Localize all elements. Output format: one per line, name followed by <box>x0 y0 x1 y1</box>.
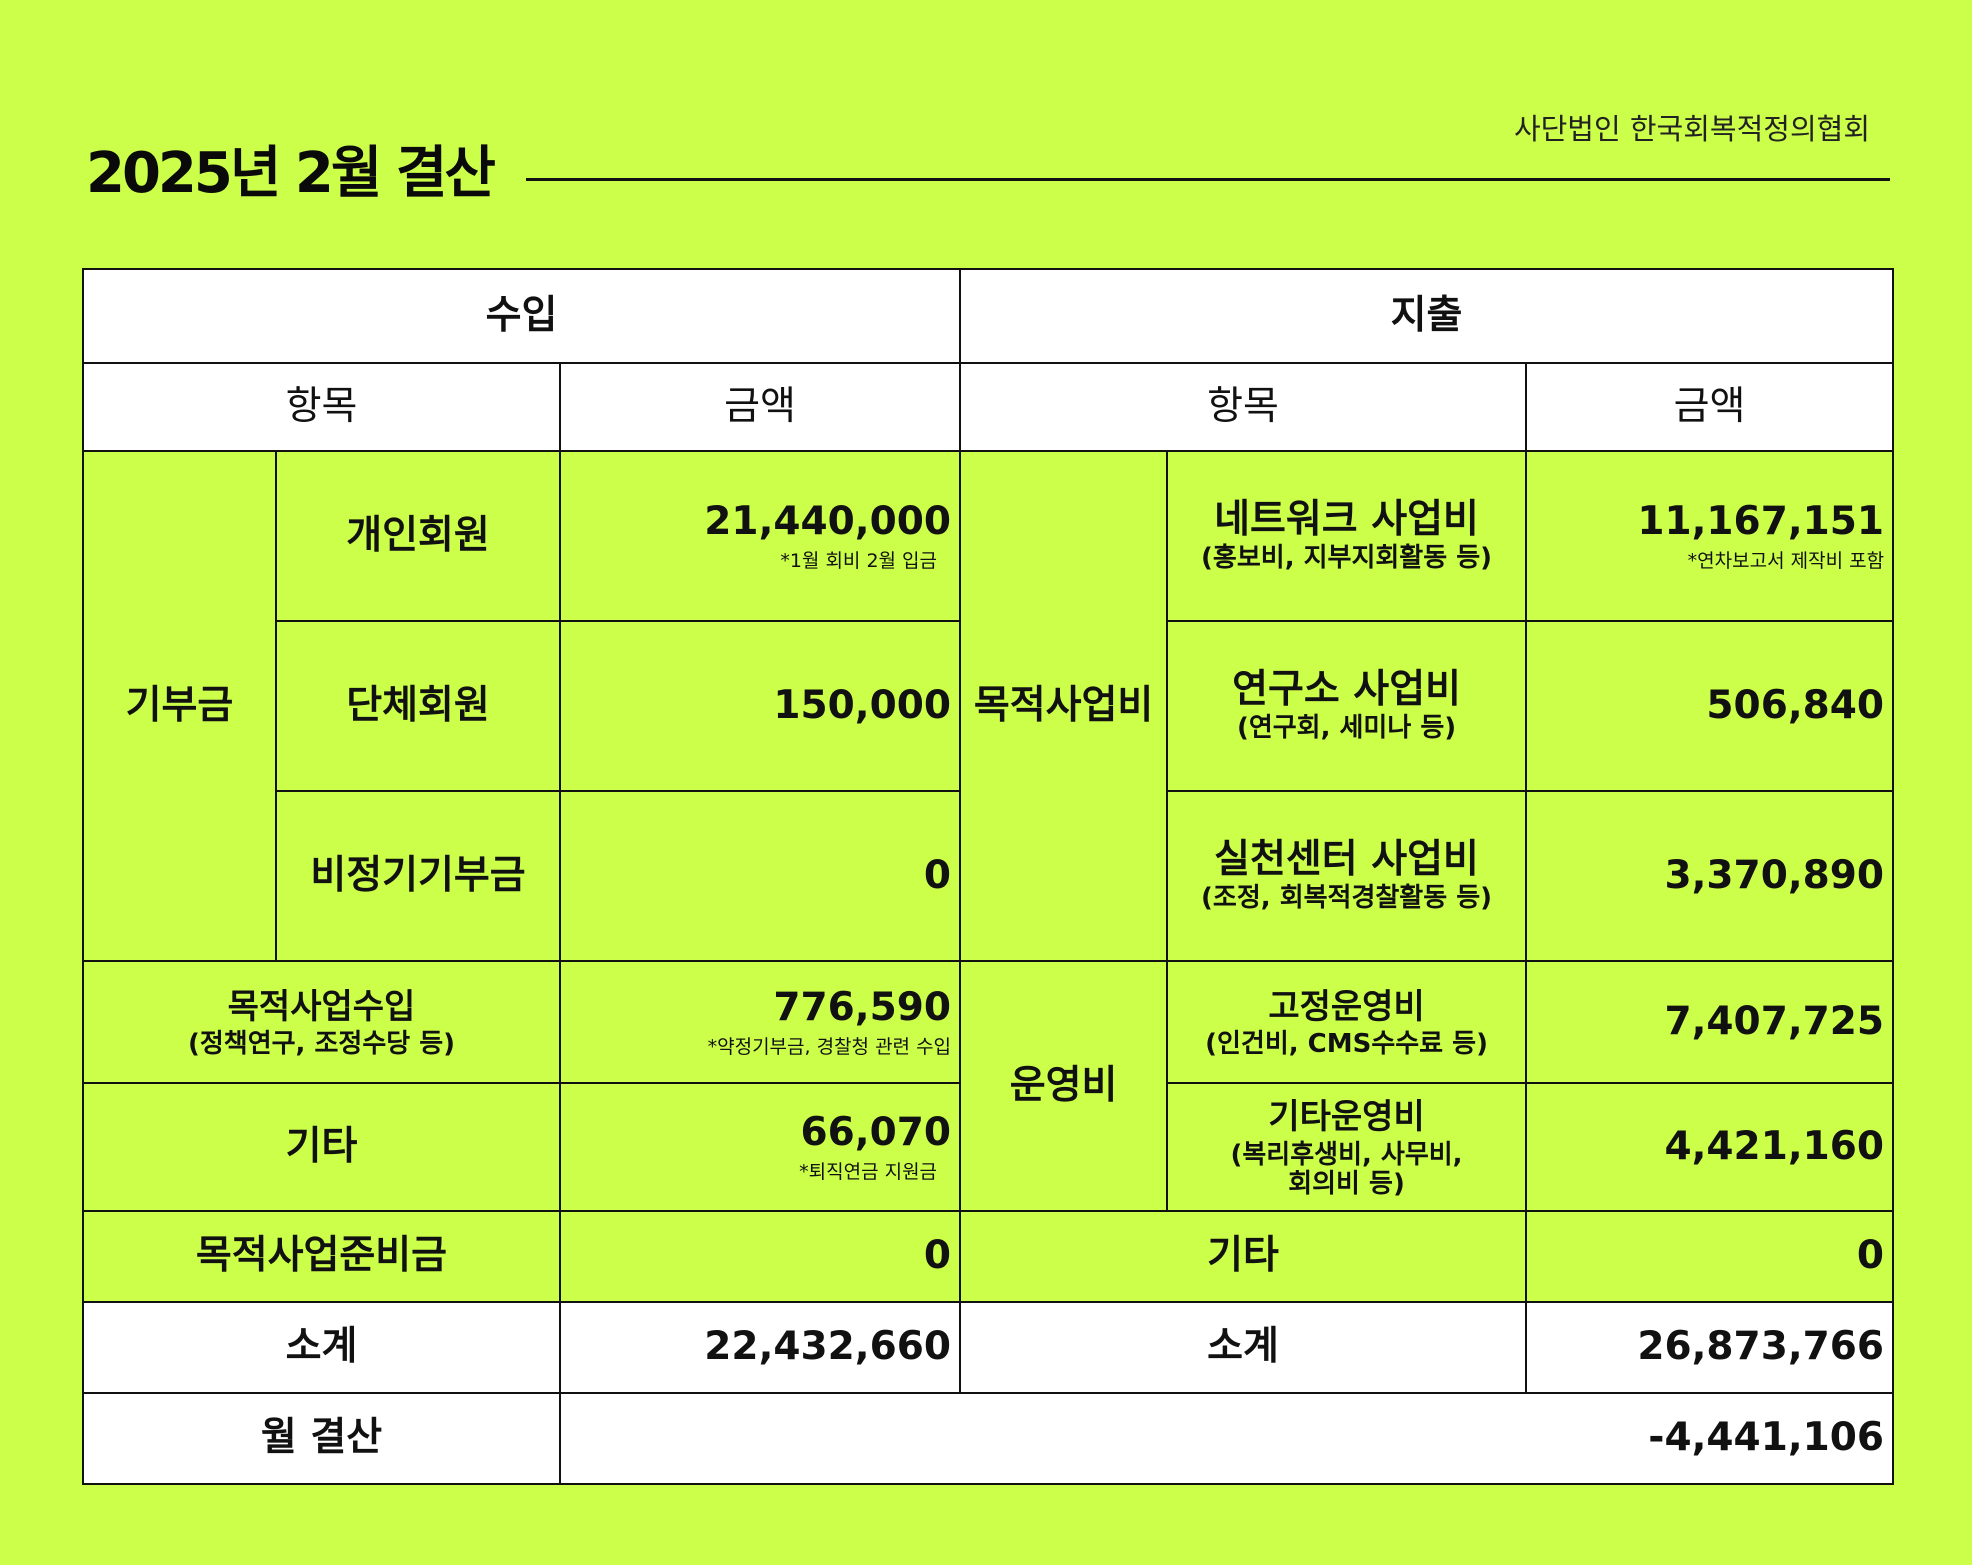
other-operating-amount: 4,421,160 <box>1525 1082 1895 1212</box>
subtotal-row: 소계 22,432,660 소계 26,873,766 <box>82 1301 1895 1394</box>
network-amount: 11,167,151 <box>1637 498 1885 544</box>
settlement-table: 수입 지출 항목 금액 항목 금액 기부금 개인회원 21,440,000 *1… <box>81 268 1895 1485</box>
income-subtotal-label: 소계 <box>82 1301 561 1394</box>
page-title: 2025년 2월 결산 <box>86 141 496 206</box>
personal-member-amount: 21,440,000 <box>704 498 952 544</box>
title-divider <box>526 178 1890 181</box>
personal-member-note: *1월 회비 2월 입금 <box>780 549 938 572</box>
purpose-income-note: *약정기부금, 경찰청 관련 수입 <box>707 1035 952 1058</box>
other-operating-cell: 기타운영비 (복리후생비, 사무비, 회의비 등) <box>1166 1082 1528 1212</box>
expense-subtotal-label: 소계 <box>959 1301 1528 1394</box>
table-row: 목적사업수입 (정책연구, 조정수당 등) 776,590 *약정기부금, 경찰… <box>82 960 1895 1212</box>
donation-group-label: 기부금 <box>82 450 277 962</box>
purpose-business-group-label: 목적사업비 <box>959 450 1169 962</box>
income-other-amount: 66,070 <box>800 1109 952 1155</box>
income-amount-header: 금액 <box>558 362 962 452</box>
purpose-income-cell: 목적사업수입 (정책연구, 조정수당 등) <box>82 960 561 1084</box>
purpose-income-sub: (정책연구, 조정수당 등) <box>187 1029 456 1060</box>
income-header: 수입 <box>81 268 962 364</box>
fixed-operating-cell: 고정운영비 (인건비, CMS수수료 등) <box>1166 960 1528 1084</box>
expense-amount-header: 금액 <box>1525 362 1895 452</box>
fixed-operating-amount: 7,407,725 <box>1525 960 1895 1084</box>
income-item-header: 항목 <box>82 362 561 452</box>
table-row: 목적사업준비금 0 기타 0 <box>82 1210 1895 1303</box>
group-member-amount: 150,000 <box>558 620 962 792</box>
income-other-amount-cell: 66,070 *퇴직연금 지원금 <box>558 1082 962 1212</box>
irregular-donation-amount: 0 <box>558 790 962 962</box>
other-operating-label: 기타운영비 <box>1268 1096 1425 1137</box>
purpose-income-amount: 776,590 <box>773 984 952 1030</box>
column-header-row: 항목 금액 항목 금액 <box>82 362 1895 452</box>
expense-other-label: 기타 <box>959 1210 1528 1303</box>
irregular-donation-label: 비정기기부금 <box>275 790 561 962</box>
purpose-income-amount-cell: 776,590 *약정기부금, 경찰청 관련 수입 <box>558 960 962 1084</box>
network-note: *연차보고서 제작비 포함 <box>1687 549 1885 572</box>
other-operating-sub1: (복리후생비, 사무비, <box>1230 1139 1463 1170</box>
monthly-settlement-amount: -4,441,106 <box>558 1392 1895 1485</box>
fixed-operating-sub: (인건비, CMS수수료 등) <box>1205 1029 1488 1060</box>
reserve-amount: 0 <box>558 1210 962 1303</box>
institute-sub: (연구회, 세미나 등) <box>1236 713 1457 744</box>
expense-subtotal-amount: 26,873,766 <box>1525 1301 1895 1394</box>
income-other-label: 기타 <box>82 1082 561 1212</box>
income-other-note: *퇴직연금 지원금 <box>799 1160 938 1183</box>
group-member-label: 단체회원 <box>275 620 561 792</box>
personal-member-label: 개인회원 <box>275 450 561 622</box>
organization-name: 사단법인 한국회복적정의협회 <box>1513 112 1870 146</box>
other-operating-sub2: 회의비 등) <box>1288 1169 1405 1200</box>
monthly-row: 월 결산 -4,441,106 <box>82 1392 1895 1485</box>
table-row: 단체회원 150,000 연구소 사업비 (연구회, 세미나 등) 506,84… <box>83 620 1895 792</box>
network-sub: (홍보비, 지부지회활동 등) <box>1201 543 1492 574</box>
practice-center-sub: (조정, 회복적경찰활동 등) <box>1201 883 1492 914</box>
table-row: 기타 66,070 *퇴직연금 지원금 기타운영비 (복리후생비, 사무비, 회… <box>82 1082 1895 1212</box>
practice-center-label: 실천센터 사업비 <box>1214 836 1479 882</box>
table-row: 비정기기부금 0 실천센터 사업비 (조정, 회복적경찰활동 등) 3,370,… <box>83 790 1895 962</box>
operating-group-label: 운영비 <box>959 960 1169 1212</box>
expense-item-header: 항목 <box>959 362 1528 452</box>
section-header-row: 수입 지출 <box>81 268 1895 364</box>
institute-amount: 506,840 <box>1525 620 1895 792</box>
expense-other-amount: 0 <box>1525 1210 1895 1303</box>
institute-label: 연구소 사업비 <box>1232 666 1461 712</box>
fixed-operating-label: 고정운영비 <box>1268 986 1425 1027</box>
network-cell: 네트워크 사업비 (홍보비, 지부지회활동 등) <box>1166 450 1528 622</box>
practice-center-amount: 3,370,890 <box>1525 790 1895 962</box>
purpose-income-label: 목적사업수입 <box>227 986 416 1027</box>
income-subtotal-amount: 22,432,660 <box>558 1301 962 1394</box>
network-label: 네트워크 사업비 <box>1214 496 1479 542</box>
reserve-label: 목적사업준비금 <box>82 1210 561 1303</box>
table-row: 기부금 개인회원 21,440,000 *1월 회비 2월 입금 목적사업비 네… <box>82 450 1895 962</box>
institute-cell: 연구소 사업비 (연구회, 세미나 등) <box>1166 620 1528 792</box>
practice-center-cell: 실천센터 사업비 (조정, 회복적경찰활동 등) <box>1166 790 1528 962</box>
personal-member-cell: 21,440,000 *1월 회비 2월 입금 <box>558 450 962 622</box>
monthly-settlement-label: 월 결산 <box>82 1392 561 1485</box>
expense-header: 지출 <box>959 268 1895 364</box>
network-amount-cell: 11,167,151 *연차보고서 제작비 포함 <box>1525 450 1895 622</box>
